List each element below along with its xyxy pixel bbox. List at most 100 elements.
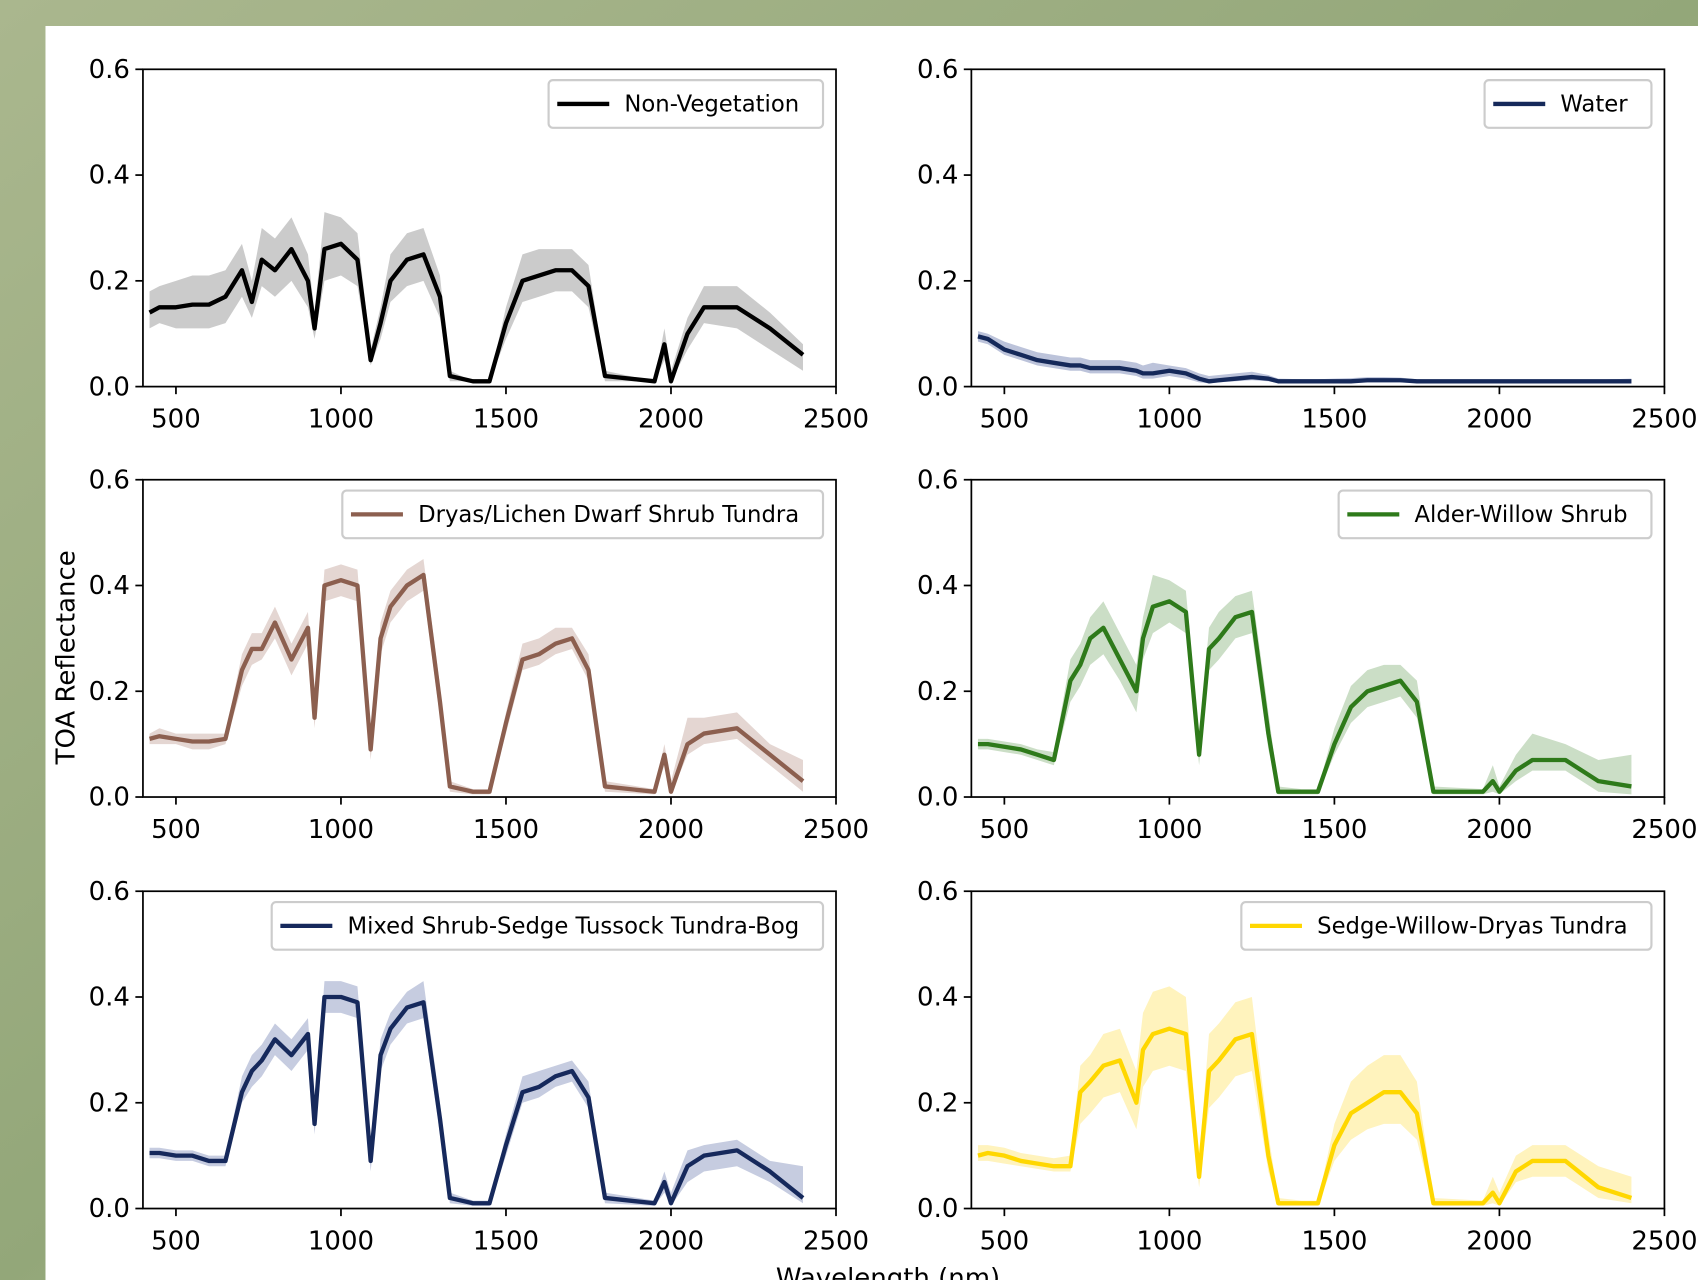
spectrum-line	[977, 334, 1632, 384]
x-tick-label: 2500	[1631, 1227, 1697, 1257]
x-tick-label: 1500	[473, 405, 539, 435]
y-tick-label: 0.4	[89, 161, 130, 191]
plot-area	[977, 574, 1632, 795]
x-tick-label: 2000	[1466, 815, 1532, 845]
x-tick-label: 1000	[308, 1227, 374, 1257]
subplot: 500 1000 1500 2000 2500 0.0 0.2 0.4 0.6 Dryas/Lic…	[89, 465, 869, 845]
x-tick-label: 1500	[1301, 1227, 1367, 1257]
x-tick-label: 2500	[803, 815, 869, 845]
y-tick-label: 0.6	[89, 55, 130, 85]
legend-label: Dryas/Lichen Dwarf Shrub Tundra	[418, 502, 799, 528]
axes-frame	[970, 478, 1666, 798]
y-tick-label: 0.4	[89, 983, 130, 1013]
y-tick-label: 0.0	[89, 1194, 130, 1224]
spread-band	[977, 331, 1632, 384]
plot-area	[149, 981, 805, 1206]
legend-label: Water	[1560, 92, 1628, 118]
x-tick-label: 2500	[1631, 815, 1697, 845]
y-tick-label: 0.4	[917, 571, 958, 601]
x-tick-label: 2000	[638, 405, 704, 435]
subplot: 500 1000 1500 2000 2500 0.0 0.2 0.4 0.6 Water	[917, 55, 1697, 435]
x-tick-label: 1500	[1301, 405, 1367, 435]
plot-area	[977, 331, 1632, 384]
y-tick-label: 0.2	[917, 1088, 958, 1118]
legend: Dryas/Lichen Dwarf Shrub Tundra	[341, 489, 825, 540]
spread-band	[977, 986, 1632, 1206]
legend-box	[547, 79, 825, 129]
subplot: 500 1000 1500 2000 2500 0.0 0.2 0.4 0.6 Sedge-Wil…	[917, 877, 1697, 1257]
x-tick-label: 500	[980, 1227, 1030, 1257]
subplot: 500 1000 1500 2000 2500 0.0 0.2 0.4 0.6 Non-Veget…	[89, 55, 869, 435]
plot-area	[977, 986, 1633, 1206]
spectrum-line	[977, 1026, 1633, 1206]
legend: Non-Vegetation	[547, 79, 825, 129]
legend: Mixed Shrub-Sedge Tussock Tundra-Bog	[270, 900, 825, 951]
x-tick-label: 2000	[638, 1227, 704, 1257]
legend-box	[1483, 79, 1653, 129]
spectrum-line	[149, 994, 805, 1206]
x-tick-label: 2000	[638, 815, 704, 845]
legend-label: Sedge-Willow-Dryas Tundra	[1317, 913, 1627, 939]
y-tick-label: 0.6	[917, 877, 958, 907]
legend-box	[1337, 489, 1653, 540]
legend-box	[1240, 900, 1653, 951]
x-tick-label: 2500	[803, 1227, 869, 1257]
x-tick-label: 1000	[308, 815, 374, 845]
plot-area	[148, 559, 805, 795]
x-tick-label: 1000	[1136, 815, 1202, 845]
x-tick-label: 1500	[1301, 815, 1367, 845]
y-tick-label: 0.0	[917, 1194, 958, 1224]
legend: Water	[1483, 79, 1653, 129]
legend-label: Mixed Shrub-Sedge Tussock Tundra-Bog	[347, 913, 799, 939]
y-tick-label: 0.2	[917, 677, 958, 707]
x-tick-label: 1000	[308, 405, 374, 435]
x-tick-label: 2000	[1466, 405, 1532, 435]
x-tick-label: 500	[151, 815, 201, 845]
x-tick-label: 500	[151, 405, 201, 435]
y-tick-label: 0.0	[89, 783, 130, 813]
x-tick-label: 2500	[803, 405, 869, 435]
x-axis-label: Wavelength (nm)	[776, 1263, 1000, 1280]
spectrum-line	[148, 241, 805, 384]
x-tick-label: 1000	[1136, 405, 1202, 435]
x-tick-label: 1500	[473, 815, 539, 845]
x-tick-label: 2000	[1466, 1227, 1532, 1257]
axes-frame	[970, 890, 1666, 1210]
axes-frame	[142, 68, 837, 388]
spectrum-line	[977, 599, 1632, 794]
y-tick-label: 0.4	[89, 571, 130, 601]
x-tick-label: 500	[151, 1227, 201, 1257]
y-tick-label: 0.0	[917, 372, 958, 402]
legend-label: Alder-Willow Shrub	[1414, 502, 1627, 528]
spectrum-line	[148, 572, 805, 794]
y-tick-label: 0.2	[89, 1088, 130, 1118]
y-tick-label: 0.2	[89, 677, 130, 707]
y-tick-label: 0.2	[89, 266, 130, 296]
y-tick-label: 0.6	[917, 55, 958, 85]
axes-frame	[142, 478, 837, 798]
y-tick-label: 0.2	[917, 266, 958, 296]
subplot: 500 1000 1500 2000 2500 0.0 0.2 0.4 0.6 Mixed Shr…	[89, 877, 869, 1257]
legend: Sedge-Willow-Dryas Tundra	[1240, 900, 1653, 951]
axes-frame	[142, 890, 837, 1210]
x-tick-label: 1500	[473, 1227, 539, 1257]
subplot: 500 1000 1500 2000 2500 0.0 0.2 0.4 0.6 Alder-Wil…	[917, 465, 1697, 845]
plot-area	[148, 212, 805, 384]
x-tick-label: 500	[980, 815, 1030, 845]
y-tick-label: 0.0	[917, 783, 958, 813]
spread-band	[977, 574, 1632, 795]
y-tick-label: 0.4	[917, 983, 958, 1013]
y-tick-label: 0.6	[89, 465, 130, 495]
y-tick-label: 0.6	[89, 877, 130, 907]
axes-frame	[970, 68, 1666, 388]
y-tick-label: 0.6	[917, 465, 958, 495]
legend: Alder-Willow Shrub	[1337, 489, 1653, 540]
legend-label: Non-Vegetation	[624, 92, 799, 118]
x-tick-label: 2500	[1631, 405, 1697, 435]
y-tick-label: 0.4	[917, 161, 958, 191]
x-tick-label: 1000	[1136, 1227, 1202, 1257]
legend-box	[270, 900, 825, 951]
legend-box	[341, 489, 825, 540]
y-tick-label: 0.0	[89, 372, 130, 402]
